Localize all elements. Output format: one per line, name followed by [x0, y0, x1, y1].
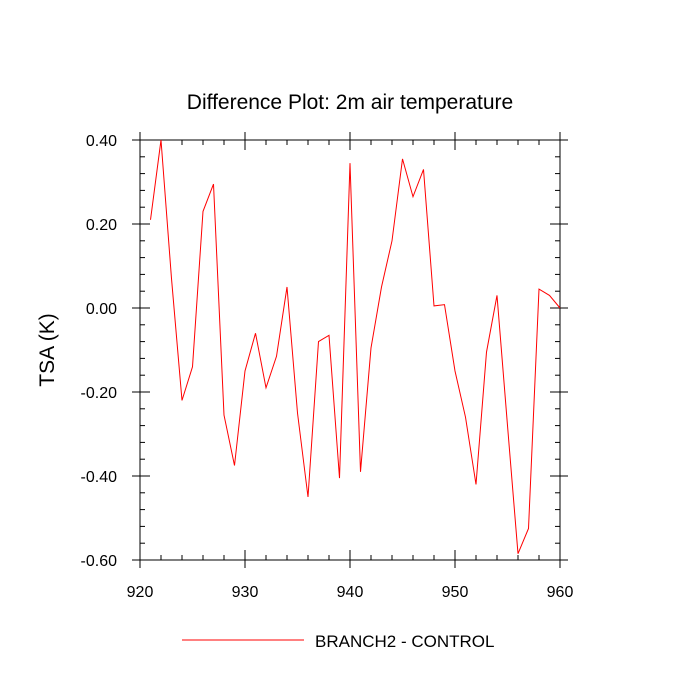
- series-layer: [150, 139, 561, 554]
- data-point: [538, 289, 539, 290]
- legend-label: BRANCH2 - CONTROL: [315, 632, 494, 651]
- x-tick-label: 950: [442, 584, 469, 601]
- series-line-0: [150, 139, 561, 554]
- data-point: [370, 347, 371, 348]
- y-tick-label: -0.20: [81, 385, 118, 402]
- data-point: [160, 139, 161, 140]
- y-tick-label: 0.40: [86, 133, 117, 150]
- data-point: [276, 356, 277, 357]
- data-point: [171, 278, 172, 279]
- legend: BRANCH2 - CONTROL: [182, 632, 494, 651]
- data-point: [465, 417, 466, 418]
- data-point: [150, 219, 151, 220]
- y-tick-label: -0.40: [81, 469, 118, 486]
- data-point: [381, 286, 382, 287]
- y-tick-labels: 0.40 0.20 0.00 -0.20 -0.40 -0.60: [81, 133, 118, 570]
- data-point: [297, 412, 298, 413]
- x-tick-label: 960: [547, 584, 574, 601]
- data-point: [391, 240, 392, 241]
- data-point: [444, 304, 445, 305]
- data-point: [349, 163, 350, 164]
- x-tick-labels: 920 930 940 950 960: [127, 584, 574, 601]
- data-point: [181, 400, 182, 401]
- data-point: [339, 478, 340, 479]
- data-point: [223, 415, 224, 416]
- plot-frame: [139, 139, 561, 561]
- data-point: [286, 286, 287, 287]
- data-point: [265, 387, 266, 388]
- data-point: [496, 295, 497, 296]
- data-point: [360, 471, 361, 472]
- y-tick-label: -0.60: [81, 553, 118, 570]
- x-tick-label: 920: [127, 584, 154, 601]
- data-point: [412, 196, 413, 197]
- x-tick-label: 930: [232, 584, 259, 601]
- data-point: [454, 370, 455, 371]
- chart-title: Difference Plot: 2m air temperature: [187, 91, 513, 114]
- data-point: [433, 305, 434, 306]
- data-point: [234, 465, 235, 466]
- axis-ticks: [132, 132, 568, 568]
- data-point: [507, 425, 508, 426]
- data-point: [423, 169, 424, 170]
- x-tick-label: 940: [337, 584, 364, 601]
- data-point: [559, 307, 560, 308]
- data-point: [517, 553, 518, 554]
- data-point: [475, 484, 476, 485]
- plot-axes: [139, 139, 561, 561]
- data-point: [255, 333, 256, 334]
- data-point: [318, 341, 319, 342]
- data-point: [486, 352, 487, 353]
- data-point: [549, 295, 550, 296]
- data-point: [202, 211, 203, 212]
- data-point: [213, 184, 214, 185]
- data-point: [402, 158, 403, 159]
- data-point: [307, 496, 308, 497]
- data-point: [244, 370, 245, 371]
- y-axis-label: TSA (K): [36, 313, 59, 387]
- y-tick-label: 0.20: [86, 217, 117, 234]
- y-tick-label: 0.00: [86, 301, 117, 318]
- data-point: [192, 366, 193, 367]
- data-point: [528, 528, 529, 529]
- data-point: [328, 335, 329, 336]
